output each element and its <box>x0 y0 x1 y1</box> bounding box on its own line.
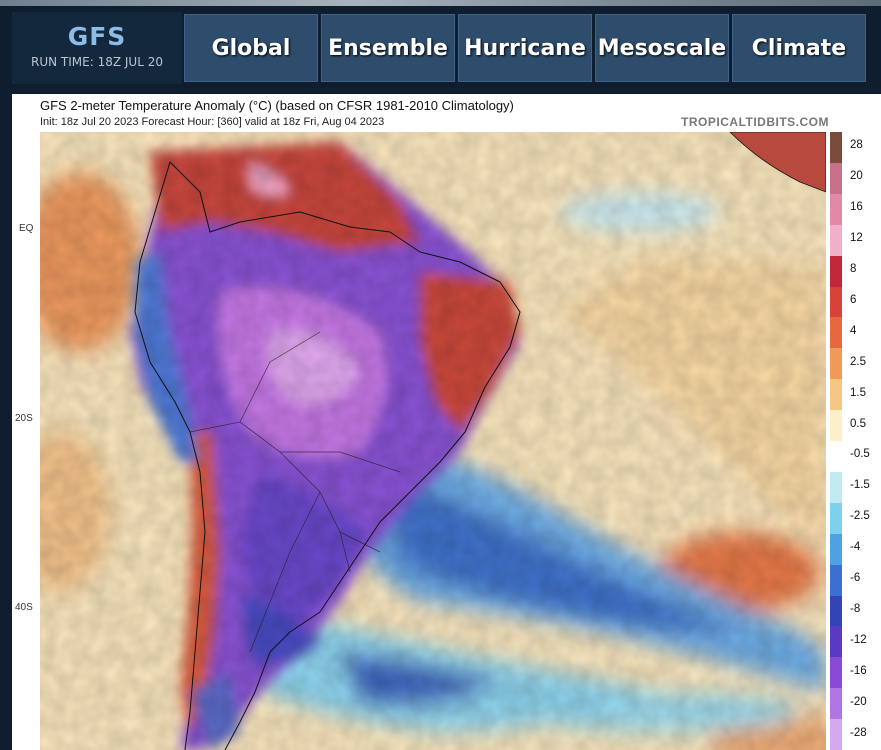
model-name: GFS <box>67 22 127 51</box>
colorbar-label: 2.5 <box>850 355 866 368</box>
nav-tab-global[interactable]: Global <box>184 14 318 82</box>
colorbar-swatch <box>830 626 842 658</box>
colorbar <box>830 132 842 750</box>
brand-block[interactable]: GFS RUN TIME: 18Z JUL 20 <box>12 12 182 84</box>
lat-label-eq: EQ <box>19 223 34 234</box>
site-credit: TROPICALTIDBITS.COM <box>681 115 829 129</box>
colorbar-label: -20 <box>850 695 867 708</box>
colorbar-swatch <box>830 286 842 318</box>
map-panel: GFS 2-meter Temperature Anomaly (°C) (ba… <box>12 94 881 750</box>
nav-tab-ensemble[interactable]: Ensemble <box>321 14 455 82</box>
temperature-anomaly-map[interactable] <box>40 132 826 750</box>
nav-tab-hurricane[interactable]: Hurricane <box>458 14 592 82</box>
colorbar-swatch <box>830 564 842 596</box>
colorbar-swatch <box>830 255 842 287</box>
colorbar-swatch <box>830 132 842 164</box>
run-time: RUN TIME: 18Z JUL 20 <box>31 55 163 69</box>
colorbar-label: -12 <box>850 633 867 646</box>
nav-tab-mesoscale[interactable]: Mesoscale <box>595 14 729 82</box>
lat-label-40s: 40S <box>15 602 33 613</box>
colorbar-swatch <box>830 502 842 535</box>
colorbar-swatch <box>830 719 842 750</box>
colorbar-label: 20 <box>850 170 863 183</box>
colorbar-label: -4 <box>850 541 861 554</box>
colorbar-swatch <box>830 379 842 411</box>
colorbar-swatch <box>830 410 842 442</box>
colorbar-label: -16 <box>850 664 867 677</box>
colorbar-swatch <box>830 533 842 566</box>
colorbar-label: 4 <box>850 324 857 337</box>
colorbar-label: 6 <box>850 293 857 306</box>
colorbar-swatch <box>830 162 842 195</box>
colorbar-swatch <box>830 224 842 257</box>
colorbar-swatch <box>830 317 842 349</box>
map-title: GFS 2-meter Temperature Anomaly (°C) (ba… <box>40 98 514 113</box>
top-banner-strip <box>0 0 881 6</box>
colorbar-swatch <box>830 193 842 226</box>
colorbar-swatch <box>830 657 842 689</box>
map-subtitle: Init: 18z Jul 20 2023 Forecast Hour: [36… <box>40 116 385 128</box>
colorbar-swatch <box>830 688 842 720</box>
colorbar-label: 28 <box>850 139 863 152</box>
colorbar-swatch <box>830 595 842 627</box>
colorbar-label: 0.5 <box>850 417 866 430</box>
colorbar-label: -28 <box>850 726 867 739</box>
anomaly-field <box>40 132 826 750</box>
main-nav: Global Ensemble Hurricane Mesoscale Clim… <box>184 14 866 84</box>
colorbar-label: -0.5 <box>850 448 870 461</box>
colorbar-swatch <box>830 348 842 380</box>
colorbar-label: -6 <box>850 572 861 585</box>
colorbar-swatch <box>830 441 842 473</box>
lat-label-20s: 20S <box>15 413 33 424</box>
colorbar-label: 8 <box>850 263 857 276</box>
colorbar-label: -2.5 <box>850 510 870 523</box>
nav-tab-climate[interactable]: Climate <box>732 14 866 82</box>
colorbar-label: 12 <box>850 232 863 245</box>
colorbar-label: -8 <box>850 602 861 615</box>
colorbar-label: 16 <box>850 201 863 214</box>
colorbar-label: -1.5 <box>850 479 870 492</box>
colorbar-swatch <box>830 471 842 504</box>
colorbar-label: 1.5 <box>850 386 866 399</box>
